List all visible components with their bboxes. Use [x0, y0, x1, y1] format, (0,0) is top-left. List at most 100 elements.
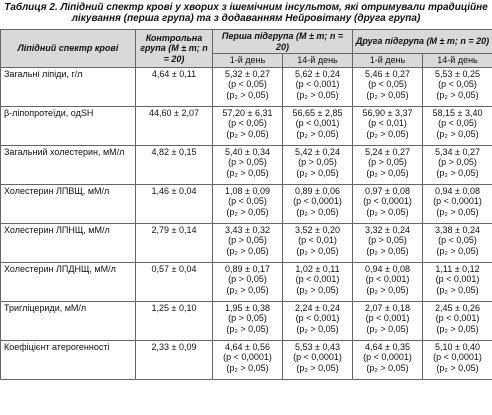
p-text: (p₂ > 0,05)	[366, 245, 409, 256]
p-text: (p < 0,05)	[438, 118, 477, 128]
p-text: (p < 0,01)	[368, 118, 407, 128]
param-cell: Холестерин ЛПВЩ, мМ/л	[0, 183, 136, 224]
table-row: Загальний холестерин, мМ/л 4,82 ± 0,15 5,4…	[0, 144, 492, 185]
value-text: 5,40 ± 0,34	[225, 146, 270, 157]
p-text: (p₂ > 0,05)	[366, 89, 409, 100]
value-cell: 5,46 ± 0,27 (p < 0,05) (p₂ > 0,05)	[352, 66, 424, 107]
p-text: (p₂ > 0,05)	[366, 128, 409, 139]
p-text: (p < 0,001)	[435, 313, 480, 323]
value-text: 1,95 ± 0,38	[225, 302, 270, 313]
value-text: 2,24 ± 0,24	[295, 302, 340, 313]
p-text: (p₂ > 0,05)	[226, 128, 269, 139]
value-cell: 2,45 ± 0,26 (p < 0,001) (p₂ > 0,05)	[422, 300, 492, 341]
value-text: 1,02 ± 0,11	[295, 263, 340, 274]
header-cell: 1-й день	[212, 53, 283, 68]
p-text: (p₂ > 0,05)	[226, 323, 269, 334]
value-cell: 5,42 ± 0,24 (p > 0,05) (p₂ > 0,05)	[281, 144, 354, 185]
value-cell: 5,40 ± 0,34 (p > 0,05) (p₂ > 0,05)	[212, 144, 283, 185]
table-title: Таблиця 2. Лiпiдний спектр кровi у хвори…	[4, 2, 488, 24]
param-cell: Холестерин ЛПДНЩ, мМ/л	[0, 261, 136, 302]
value-text: 0,94 ± 0,08	[435, 185, 481, 196]
value-text: 1,08 ± 0,09	[225, 185, 270, 196]
value-text: 4,64 ± 0,56	[225, 341, 270, 352]
value-cell: 1,11 ± 0,12 (p < 0,001) (p₂ > 0,05)	[422, 261, 492, 302]
value-cell: 5,53 ± 0,25 (p < 0,05) (p₂ > 0,05)	[422, 66, 492, 107]
table-row: Тригліцериди, мМ/л 1,25 ± 0,10 1,95 ± 0,38…	[0, 300, 492, 341]
value-cell: 1,95 ± 0,38 (p > 0,05) (p₂ > 0,05)	[212, 300, 283, 341]
value-cell: 3,32 ± 0,24 (p > 0,05) (p₂ > 0,05)	[352, 222, 424, 263]
param-cell: Коефiцiєнт атерогенностi	[0, 339, 136, 380]
value-text: 0,97 ± 0,08	[365, 185, 410, 196]
value-cell: 5,32 ± 0,27 (p < 0,05) (p₂ > 0,05)	[212, 66, 283, 107]
p-text: (p₂ > 0,05)	[366, 206, 409, 217]
p-text: (p > 0,05)	[298, 157, 337, 167]
p-text: (p < 0,05)	[438, 235, 477, 245]
value-text: 5,62 ± 0,24	[295, 68, 340, 79]
p-text: (p₂ > 0,05)	[436, 167, 479, 178]
value-text: 5,34 ± 0,27	[435, 146, 481, 157]
p-text: (p < 0,001)	[295, 313, 340, 323]
value-cell: 2,24 ± 0,24 (p < 0,001) (p₂ > 0,05)	[281, 300, 354, 341]
p-text: (p < 0,0001)	[293, 196, 342, 206]
value-cell: 3,38 ± 0,24 (p < 0,05) (p₂ > 0,05)	[422, 222, 492, 263]
p-text: (p < 0,05)	[228, 79, 267, 89]
value-text: 1,11 ± 0,12	[435, 263, 480, 274]
value-text: 0,89 ± 0,06	[295, 185, 340, 196]
table-row: Холестерин ЛПДНЩ, мМ/л 0,57 ± 0,04 0,89 ± …	[0, 261, 492, 302]
control-cell: 1,46 ± 0,04	[135, 183, 213, 224]
p-text: (p₂ > 0,05)	[436, 362, 479, 373]
value-cell: 4,64 ± 0,56 (p < 0,0001) (p₂ > 0,05)	[212, 339, 283, 380]
p-text: (p₂ > 0,05)	[296, 89, 339, 100]
value-cell: 2,07 ± 0,18 (p < 0,001) (p₂ > 0,05)	[352, 300, 424, 341]
p-text: (p₂ > 0,05)	[366, 323, 409, 334]
p-text: (p < 0,0001)	[433, 352, 482, 362]
p-text: (p < 0,001)	[435, 274, 480, 284]
control-cell: 2,79 ± 0,14	[135, 222, 213, 263]
p-text: (p > 0,05)	[368, 235, 407, 245]
value-text: 2,45 ± 0,26	[435, 302, 481, 313]
value-cell: 5,53 ± 0,43 (p < 0,0001) (p₂ > 0,05)	[281, 339, 354, 380]
p-text: (p₂ > 0,05)	[296, 206, 339, 217]
header-cell: 14-й день	[422, 53, 492, 68]
p-text: (p₂ > 0,05)	[226, 206, 269, 217]
p-text: (p > 0,05)	[228, 157, 267, 167]
value-cell: 1,08 ± 0,09 (p < 0,05) (p₂ > 0,05)	[212, 183, 283, 224]
p-text: (p₂ > 0,05)	[226, 245, 269, 256]
control-cell: 4,64 ± 0,11	[135, 66, 213, 107]
p-text: (p₂ > 0,05)	[226, 167, 269, 178]
value-text: 5,53 ± 0,25	[435, 68, 481, 79]
p-text: (p > 0,05)	[228, 313, 267, 323]
value-cell: 0,89 ± 0,06 (p < 0,0001) (p₂ > 0,05)	[281, 183, 354, 224]
value-cell: 0,94 ± 0,08 (p < 0,0001) (p₂ > 0,05)	[422, 183, 492, 224]
value-text: 56,90 ± 3,37	[362, 107, 413, 118]
param-cell: Загальний холестерин, мМ/л	[0, 144, 136, 185]
table-row: β-лiпопротеїди, одSH 44,60 ± 2,07 57,20 ± …	[0, 105, 492, 146]
header-cell: Друга пiдгрупа (M ± m; n = 20)	[352, 29, 492, 54]
p-text: (p < 0,01)	[298, 235, 337, 245]
value-text: 5,10 ± 0,40	[435, 341, 481, 352]
param-cell: Тригліцериди, мМ/л	[0, 300, 136, 341]
value-cell: 5,34 ± 0,27 (p > 0,05) (p₂ > 0,05)	[422, 144, 492, 185]
p-text: (p₂ > 0,05)	[436, 206, 479, 217]
p-text: (p₂ > 0,05)	[296, 245, 339, 256]
value-cell: 0,97 ± 0,08 (p < 0,0001) (p₂ > 0,05)	[352, 183, 424, 224]
value-cell: 3,52 ± 0,20 (p < 0,01) (p₂ > 0,05)	[281, 222, 354, 263]
value-cell: 5,10 ± 0,40 (p < 0,0001) (p₂ > 0,05)	[422, 339, 492, 380]
value-text: 5,53 ± 0,43	[295, 341, 340, 352]
param-cell: β-лiпопротеїди, одSH	[0, 105, 136, 146]
value-cell: 1,02 ± 0,11 (p < 0,001) (p₂ > 0,05)	[281, 261, 354, 302]
p-text: (p₂ > 0,05)	[226, 284, 269, 295]
control-cell: 44,60 ± 2,07	[135, 105, 213, 146]
value-cell: 4,64 ± 0,35 (p < 0,0001) (p₂ > 0,05)	[352, 339, 424, 380]
control-cell: 1,25 ± 0,10	[135, 300, 213, 341]
p-text: (p > 0,05)	[228, 274, 267, 284]
table-row: Холестерин ЛПНЩ, мМ/л 2,79 ± 0,14 3,43 ± 0…	[0, 222, 492, 263]
value-text: 58,15 ± 3,40	[432, 107, 483, 118]
value-cell: 57,20 ± 6,31 (p < 0,05) (p₂ > 0,05)	[212, 105, 283, 146]
param-cell: Загальнi лiпiди, г/л	[0, 66, 136, 107]
value-text: 57,20 ± 6,31	[222, 107, 273, 118]
value-text: 2,07 ± 0,18	[365, 302, 410, 313]
value-text: 5,42 ± 0,24	[295, 146, 340, 157]
value-cell: 0,94 ± 0,08 (p < 0,001) (p₂ > 0,05)	[352, 261, 424, 302]
